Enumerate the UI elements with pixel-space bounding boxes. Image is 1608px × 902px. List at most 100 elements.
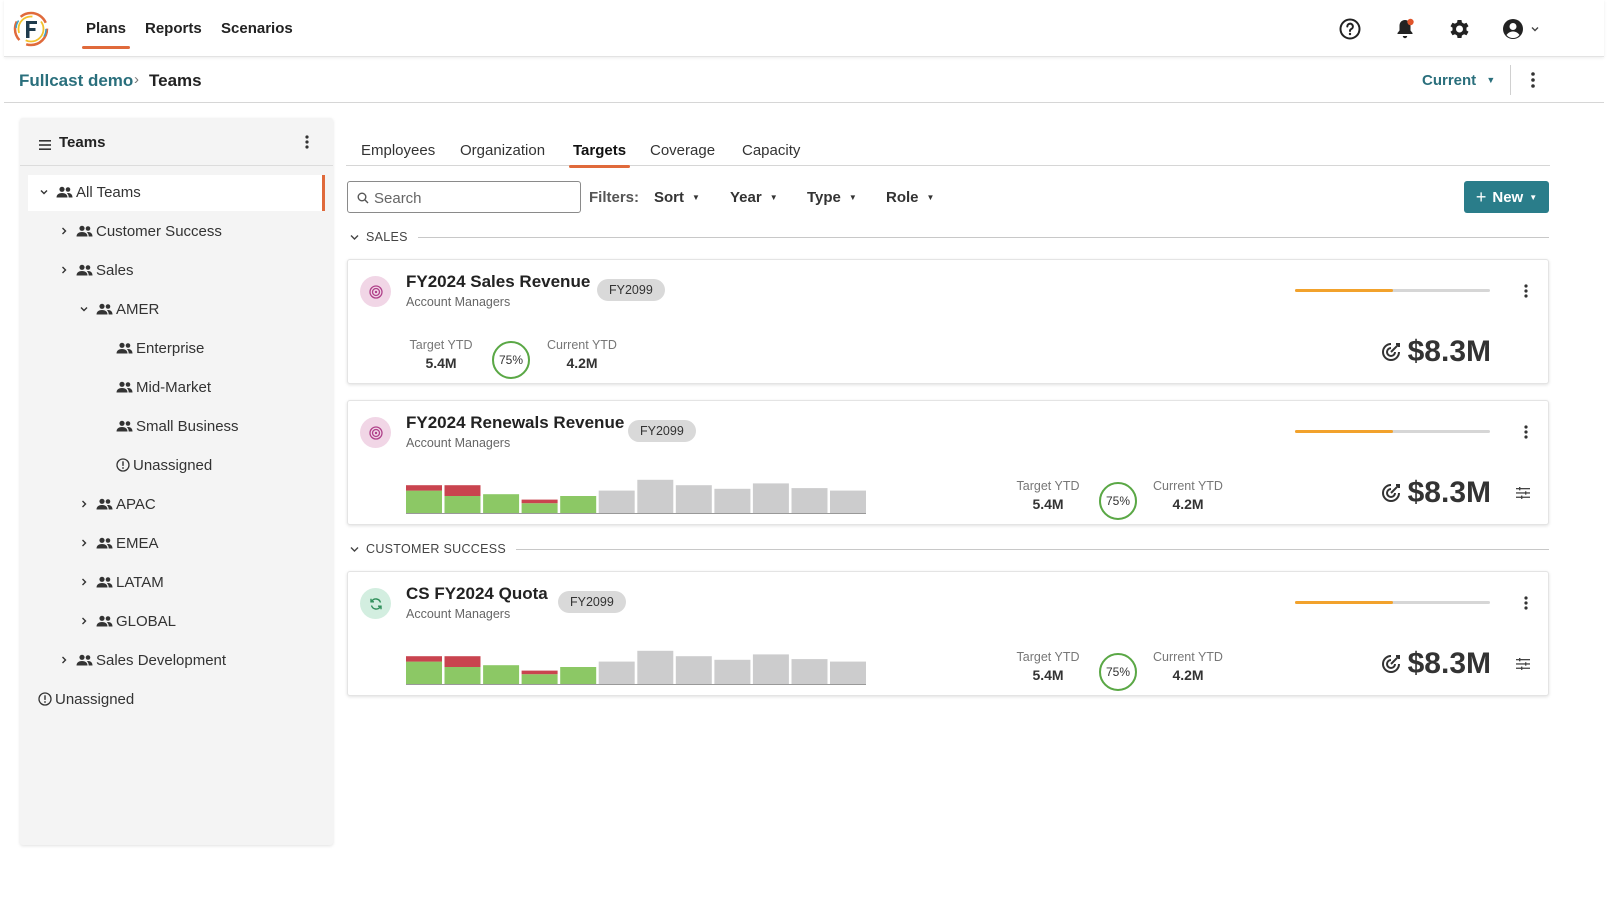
target-ytd: Target YTD 5.4M bbox=[399, 338, 483, 371]
chevron-right-icon[interactable] bbox=[76, 499, 92, 509]
new-button[interactable]: + New ▼ bbox=[1464, 181, 1549, 213]
caret-down-icon: ▼ bbox=[848, 193, 857, 202]
sidebar-item-small-business[interactable]: Small Business bbox=[96, 409, 239, 443]
target-card[interactable]: CS FY2024 Quota Account Managers FY2099 Tar… bbox=[347, 571, 1549, 696]
chevron-right-icon[interactable] bbox=[56, 226, 72, 236]
account-menu[interactable] bbox=[1501, 16, 1541, 42]
section-divider bbox=[417, 236, 1549, 238]
sidebar-item-label: GLOBAL bbox=[116, 612, 177, 630]
sidebar-item-unassigned[interactable]: Unassigned bbox=[38, 682, 134, 716]
breadcrumb-separator: › bbox=[134, 71, 139, 88]
percent-label: 75% bbox=[1105, 494, 1131, 508]
tree-selection-highlight bbox=[28, 175, 325, 211]
team-icon bbox=[116, 381, 133, 393]
card-title[interactable]: FY2024 Sales Revenue bbox=[406, 272, 591, 291]
card-title[interactable]: CS FY2024 Quota bbox=[406, 584, 548, 603]
fullcast-logo-icon[interactable] bbox=[12, 10, 50, 48]
total-amount: $8.3M bbox=[1407, 335, 1491, 368]
chart-bar bbox=[406, 661, 442, 685]
chevron-right-icon[interactable] bbox=[76, 616, 92, 626]
sidebar-item-apac[interactable]: APAC bbox=[76, 487, 156, 521]
sidebar-item-all-teams[interactable]: All Teams bbox=[36, 175, 141, 209]
chart-bar bbox=[444, 656, 481, 667]
gear-icon[interactable] bbox=[1446, 16, 1472, 42]
chart-bar bbox=[521, 670, 558, 675]
chart-bar bbox=[406, 485, 442, 491]
card-more-icon[interactable] bbox=[1517, 421, 1535, 443]
chart-bar bbox=[598, 661, 635, 685]
chart-bar bbox=[714, 659, 751, 685]
tab-coverage[interactable]: Coverage bbox=[650, 142, 716, 159]
tune-icon[interactable] bbox=[1516, 657, 1534, 675]
sidebar-item-sales-development[interactable]: Sales Development bbox=[56, 643, 226, 677]
chevron-right-icon[interactable] bbox=[56, 655, 72, 665]
chevron-down-icon[interactable] bbox=[36, 187, 52, 197]
percent-label: 75% bbox=[498, 353, 524, 367]
sidebar-item-amer[interactable]: AMER bbox=[76, 292, 159, 326]
page-more-icon[interactable] bbox=[1524, 69, 1542, 91]
sidebar-item-emea[interactable]: EMEA bbox=[76, 526, 159, 560]
info-icon bbox=[116, 458, 130, 472]
progress-bar bbox=[1295, 289, 1490, 292]
team-icon bbox=[76, 264, 93, 276]
search-input[interactable] bbox=[374, 188, 574, 208]
filter-role[interactable]: Role ▼ bbox=[886, 189, 934, 206]
filter-year[interactable]: Year ▼ bbox=[730, 189, 778, 206]
section-header[interactable]: SALES bbox=[349, 227, 1549, 247]
progress-fill bbox=[1295, 601, 1393, 604]
nav-tab-reports[interactable]: Reports bbox=[145, 20, 202, 37]
current-ytd-label: Current YTD bbox=[547, 338, 617, 352]
tab-employees[interactable]: Employees bbox=[361, 142, 436, 159]
chevron-right-icon[interactable] bbox=[76, 577, 92, 587]
chart-bar bbox=[483, 494, 520, 514]
target-card[interactable]: FY2024 Renewals Revenue Account Managers F… bbox=[347, 400, 1549, 525]
sidebar-item-label: LATAM bbox=[116, 573, 164, 591]
target-icon bbox=[360, 417, 391, 448]
chevron-down-icon[interactable] bbox=[349, 544, 360, 555]
tab-capacity[interactable]: Capacity bbox=[742, 142, 801, 159]
tab-organization[interactable]: Organization bbox=[460, 142, 546, 159]
card-title[interactable]: FY2024 Renewals Revenue bbox=[406, 413, 625, 432]
chevron-down-icon[interactable] bbox=[349, 232, 360, 243]
chevron-right-icon[interactable] bbox=[56, 265, 72, 275]
tab-targets[interactable]: Targets bbox=[568, 142, 631, 168]
target-card[interactable]: FY2024 Sales Revenue Account Managers FY20… bbox=[347, 259, 1549, 384]
filter-type[interactable]: Type ▼ bbox=[807, 189, 857, 206]
chart-bar bbox=[791, 659, 828, 685]
chart-bar bbox=[560, 667, 597, 685]
bell-icon[interactable] bbox=[1392, 16, 1418, 42]
card-more-icon[interactable] bbox=[1517, 592, 1535, 614]
menu-icon[interactable] bbox=[39, 137, 51, 155]
filter-sort[interactable]: Sort ▼ bbox=[654, 189, 700, 206]
chart-bar bbox=[637, 650, 674, 685]
help-icon[interactable] bbox=[1337, 16, 1363, 42]
sidebar-item-unassigned[interactable]: Unassigned bbox=[96, 448, 212, 482]
chevron-right-icon[interactable] bbox=[76, 538, 92, 548]
sidebar-item-sales[interactable]: Sales bbox=[56, 253, 134, 287]
tune-icon[interactable] bbox=[1516, 486, 1534, 504]
target-ytd-label: Target YTD bbox=[1016, 650, 1080, 664]
chart-bar bbox=[830, 490, 866, 514]
sidebar-item-global[interactable]: GLOBAL bbox=[76, 604, 176, 638]
breadcrumb-parent[interactable]: Fullcast demo bbox=[19, 71, 134, 90]
caret-down-icon: ▼ bbox=[1486, 75, 1496, 85]
account-icon bbox=[1503, 19, 1523, 39]
target-ytd-value: 5.4M bbox=[425, 355, 457, 371]
card-more-icon[interactable] bbox=[1517, 280, 1535, 302]
nav-tab-plans[interactable]: Plans bbox=[81, 0, 131, 57]
sidebar-item-mid-market[interactable]: Mid-Market bbox=[96, 370, 211, 404]
card-subtitle: Account Managers bbox=[406, 436, 511, 450]
sidebar-more-icon[interactable] bbox=[298, 131, 316, 153]
scenario-dropdown-label: Current bbox=[1422, 72, 1477, 89]
section-header[interactable]: CUSTOMER SUCCESS bbox=[349, 539, 1549, 559]
sidebar-item-customer-success[interactable]: Customer Success bbox=[56, 214, 222, 248]
sidebar-item-label: Small Business bbox=[136, 417, 239, 435]
scenario-dropdown[interactable]: Current ▼ bbox=[1422, 72, 1495, 89]
chart-bar bbox=[406, 490, 442, 514]
chart-bar bbox=[791, 488, 828, 514]
card-total: $8.3M bbox=[1371, 475, 1491, 511]
chevron-down-icon[interactable] bbox=[76, 304, 92, 314]
sidebar-item-enterprise[interactable]: Enterprise bbox=[96, 331, 204, 365]
sidebar-item-latam[interactable]: LATAM bbox=[76, 565, 164, 599]
nav-tab-scenarios[interactable]: Scenarios bbox=[221, 20, 293, 37]
